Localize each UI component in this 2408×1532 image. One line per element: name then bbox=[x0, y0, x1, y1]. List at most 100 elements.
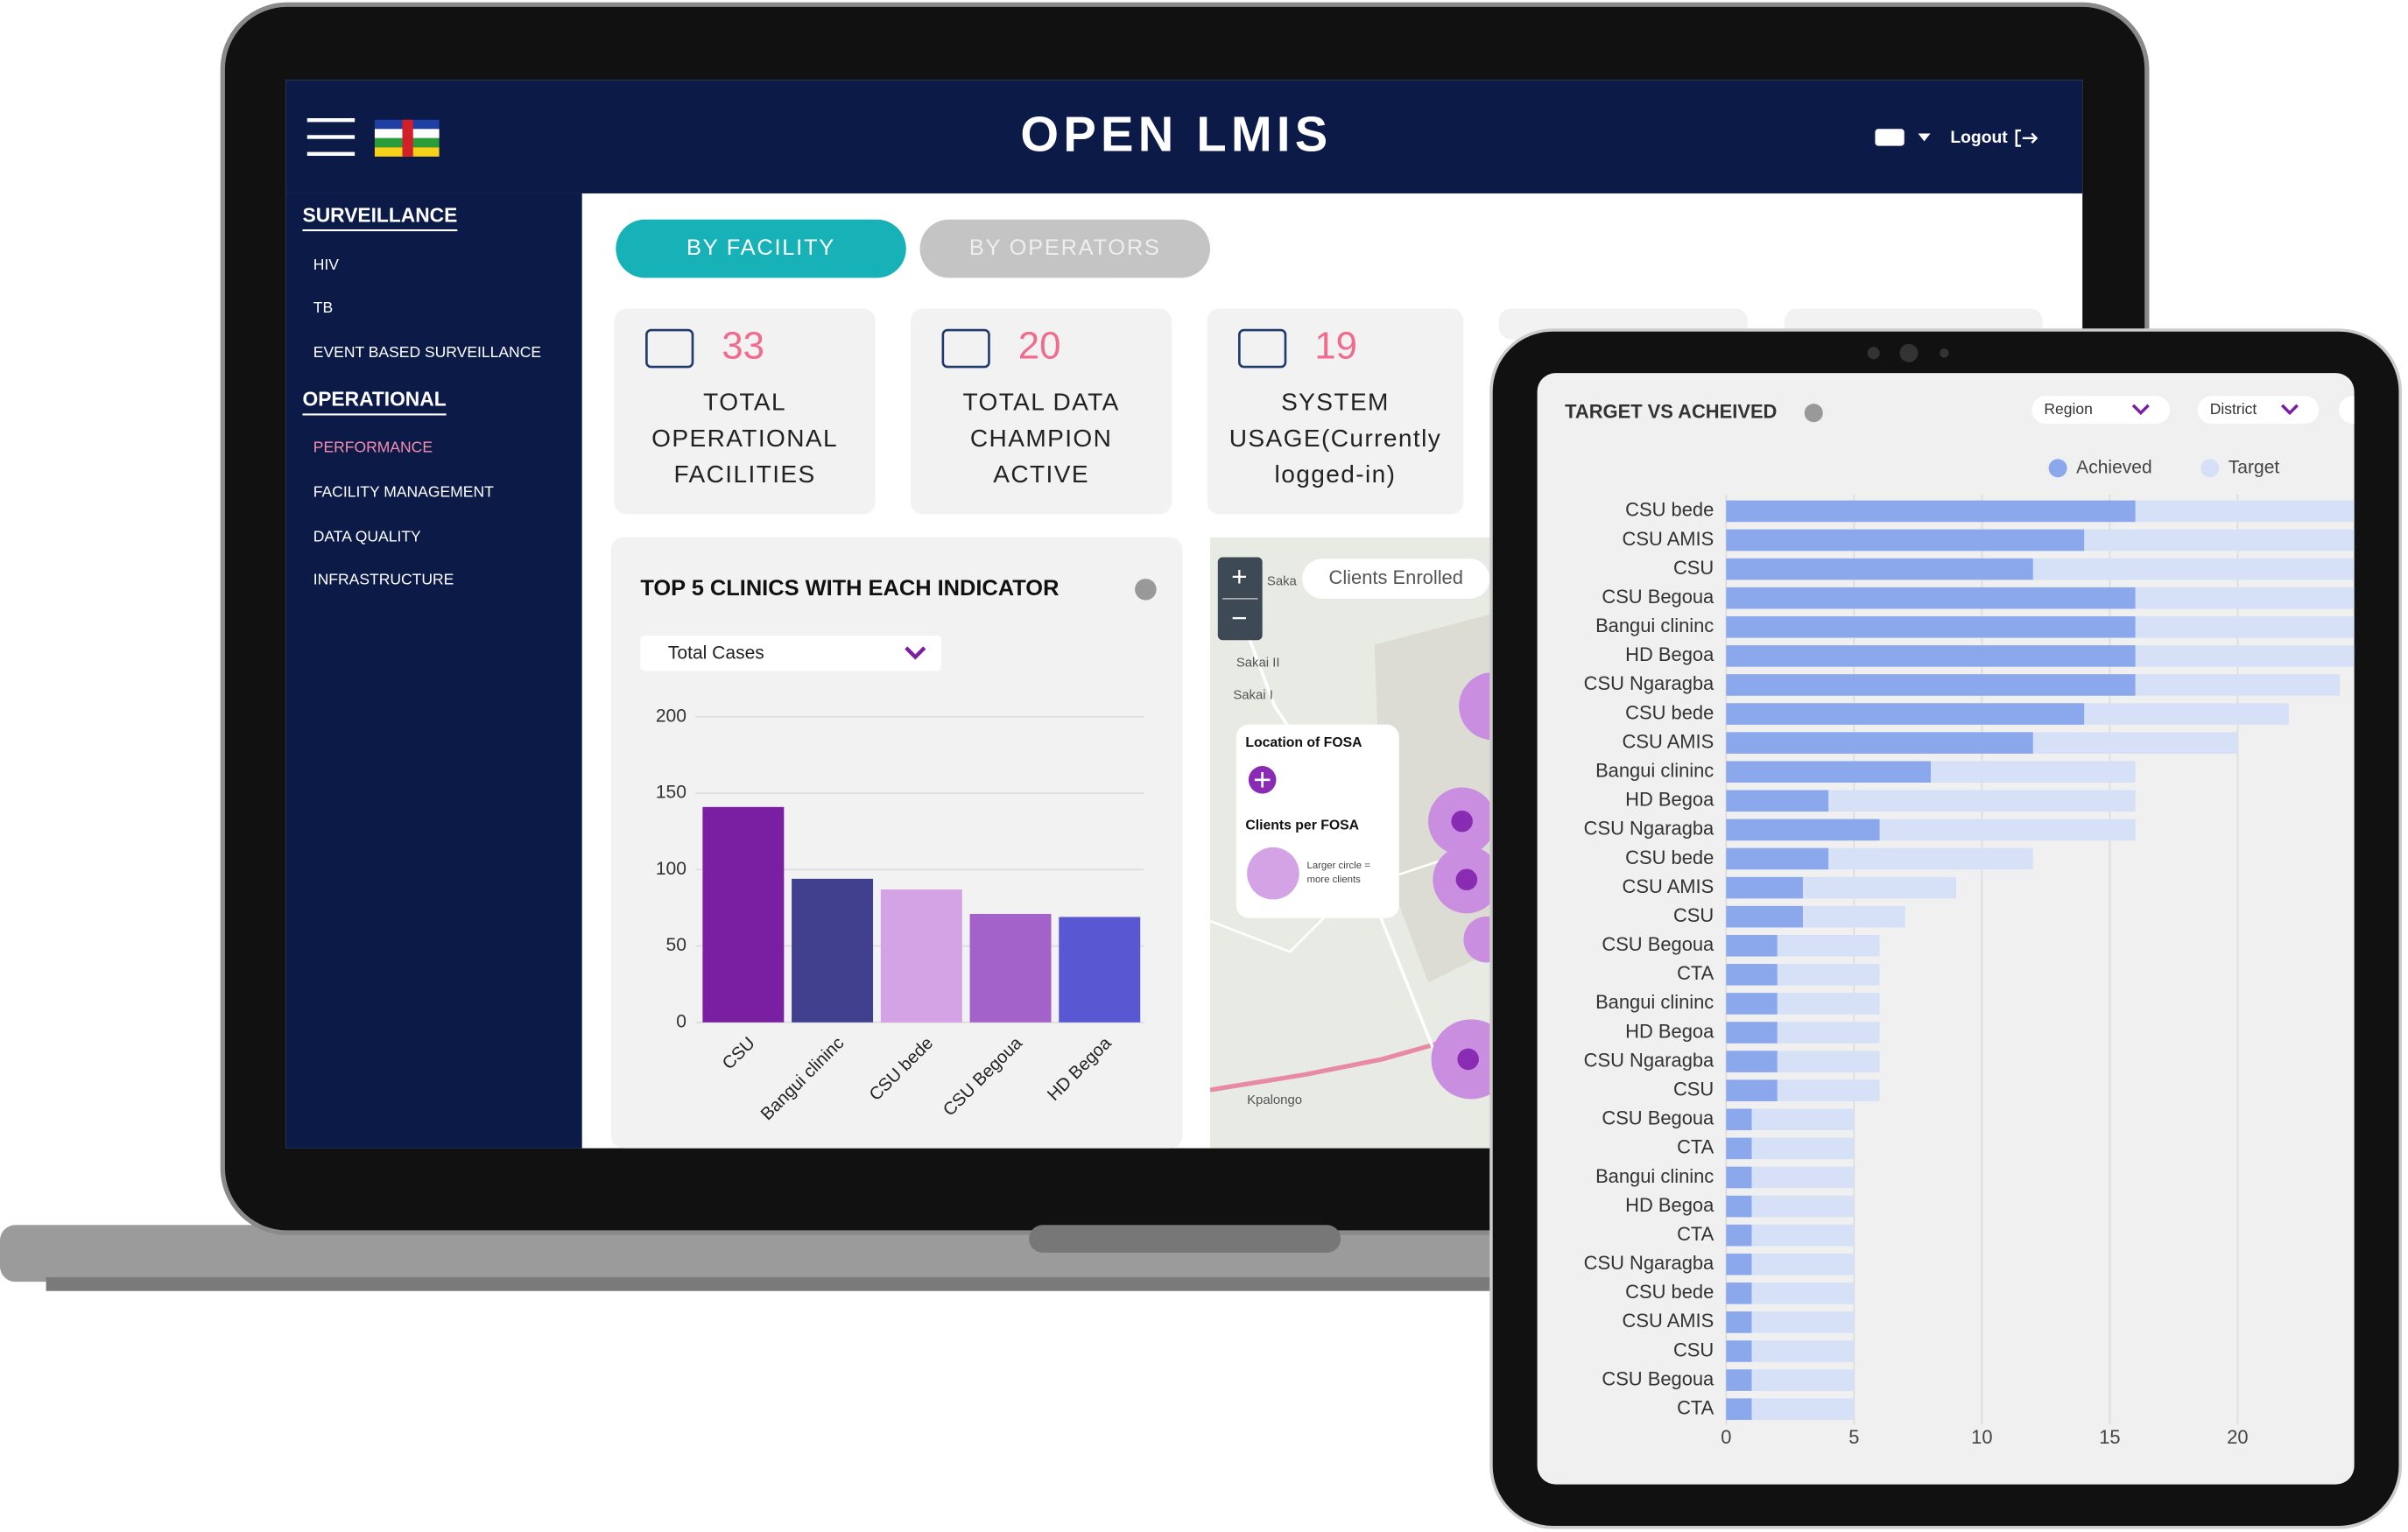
bar[interactable] bbox=[702, 806, 785, 1023]
bar[interactable] bbox=[1726, 1166, 1752, 1189]
y-tick-label: 50 bbox=[666, 935, 686, 955]
stat-label: TOTAL DATA bbox=[962, 389, 1119, 416]
zoom-in[interactable]: + bbox=[1231, 560, 1247, 592]
filter-label[interactable]: District bbox=[2210, 400, 2257, 418]
map-marker[interactable] bbox=[1455, 868, 1478, 891]
stat-label: ACTIVE bbox=[993, 460, 1089, 488]
bar[interactable] bbox=[1726, 1195, 1752, 1218]
dropdown-chevron[interactable] bbox=[905, 646, 926, 660]
y-tick-label: CTA bbox=[1677, 1136, 1714, 1158]
language-icon[interactable] bbox=[1875, 129, 1905, 146]
dropdown-label[interactable]: Total Cases bbox=[668, 643, 764, 664]
filter-dropdown[interactable] bbox=[2031, 396, 2171, 424]
sidebar-item[interactable]: PERFORMANCE bbox=[313, 439, 433, 456]
bar[interactable] bbox=[1726, 558, 2033, 580]
y-tick-label: CSU bbox=[1673, 557, 1714, 579]
bar[interactable] bbox=[880, 889, 962, 1023]
bar[interactable] bbox=[1726, 1051, 1778, 1072]
logout[interactable]: Logout bbox=[1950, 129, 2008, 147]
bar[interactable] bbox=[1726, 1022, 1778, 1044]
zoom-out[interactable]: − bbox=[1231, 602, 1247, 634]
bar[interactable] bbox=[1726, 1137, 1752, 1160]
bar[interactable] bbox=[1726, 819, 1880, 841]
bar[interactable] bbox=[1726, 1224, 1752, 1247]
bar[interactable] bbox=[1726, 905, 1803, 928]
filter-chevron[interactable] bbox=[2280, 404, 2299, 416]
sidebar-item[interactable]: FACILITY MANAGEMENT bbox=[313, 483, 494, 501]
logout-icon[interactable] bbox=[2015, 129, 2038, 147]
bar[interactable] bbox=[1726, 500, 2136, 523]
language-caret[interactable] bbox=[1918, 133, 1931, 142]
legend-size-note: more clients bbox=[1307, 875, 1362, 885]
tablet-content: TARGET VS ACHEIVED Region District Achieved… bbox=[1565, 396, 2385, 1448]
sidebar-item[interactable]: INFRASTRUCTURE bbox=[313, 570, 454, 587]
y-tick-label: CSU bede bbox=[1625, 499, 1714, 521]
tab[interactable] bbox=[616, 219, 906, 278]
bar[interactable] bbox=[1726, 645, 2136, 667]
bar[interactable] bbox=[1726, 615, 2136, 638]
y-tick-label: CSU bbox=[1673, 1078, 1714, 1100]
bar[interactable] bbox=[1726, 964, 1778, 986]
bar[interactable] bbox=[1726, 1079, 1778, 1101]
y-tick-label: CSU Begoua bbox=[1602, 933, 1714, 955]
legend-size-title: Clients per FOSA bbox=[1245, 819, 1359, 833]
sidebar-item[interactable]: DATA QUALITY bbox=[313, 527, 421, 545]
bar[interactable] bbox=[1726, 703, 2085, 725]
sidebar-item[interactable]: HIV bbox=[313, 256, 340, 273]
bar[interactable] bbox=[1726, 1311, 1752, 1333]
bar[interactable] bbox=[1726, 993, 1778, 1015]
tab-label[interactable]: BY OPERATORS bbox=[969, 235, 1161, 260]
bar[interactable] bbox=[1726, 1108, 1752, 1131]
y-tick-label: CSU Ngaragba bbox=[1584, 818, 1714, 840]
sidebar-item[interactable]: TB bbox=[313, 299, 333, 316]
bar[interactable] bbox=[1726, 934, 1778, 957]
sidebar-item[interactable]: EVENT BASED SURVEILLANCE bbox=[313, 343, 541, 361]
y-tick-label: HD Begoa bbox=[1625, 1020, 1714, 1042]
bar[interactable] bbox=[1726, 674, 2136, 696]
bar[interactable] bbox=[1726, 847, 1829, 870]
tab-label[interactable]: BY FACILITY bbox=[686, 235, 835, 260]
stat-label: logged-in) bbox=[1275, 460, 1397, 488]
menu-icon[interactable] bbox=[306, 118, 356, 156]
bar[interactable] bbox=[1726, 732, 2033, 754]
legend-marker-plus bbox=[1254, 772, 1271, 788]
bar[interactable] bbox=[1726, 876, 1803, 899]
bar[interactable] bbox=[969, 913, 1052, 1023]
bar[interactable] bbox=[1726, 1283, 1752, 1304]
y-tick-label: CTA bbox=[1677, 1396, 1714, 1418]
y-tick-label: 0 bbox=[676, 1011, 686, 1031]
map-marker[interactable] bbox=[1451, 810, 1473, 833]
filter-dropdown[interactable] bbox=[2197, 396, 2320, 424]
menu-line bbox=[306, 135, 356, 139]
tab[interactable] bbox=[919, 219, 1211, 278]
info-icon[interactable] bbox=[1135, 579, 1157, 601]
bar[interactable] bbox=[1059, 917, 1141, 1023]
filter-dropdown[interactable] bbox=[2339, 396, 2385, 424]
map-cluster[interactable] bbox=[1459, 672, 1526, 741]
bar[interactable] bbox=[1726, 761, 1931, 783]
stat-label: USAGE(Currently bbox=[1229, 425, 1441, 452]
bar[interactable] bbox=[1726, 1398, 1752, 1420]
bar[interactable] bbox=[1726, 1253, 1752, 1275]
x-tick-label: 0 bbox=[1721, 1426, 1731, 1448]
filter-label[interactable]: Region bbox=[2044, 400, 2093, 418]
filter-chevron[interactable] bbox=[2131, 404, 2150, 416]
info-icon[interactable] bbox=[1804, 404, 1823, 423]
flag bbox=[374, 119, 440, 157]
bar[interactable] bbox=[1726, 529, 2085, 552]
laptop-base-shadow bbox=[46, 1276, 1521, 1291]
map-place: Sakai II bbox=[1236, 656, 1280, 670]
stat-label: TOTAL bbox=[703, 389, 786, 416]
dropdown[interactable] bbox=[640, 635, 942, 671]
bar[interactable] bbox=[1726, 790, 1829, 812]
y-tick-label: CSU bede bbox=[1625, 1281, 1714, 1303]
map-cluster[interactable] bbox=[1463, 916, 1510, 963]
bar[interactable] bbox=[1726, 1369, 1752, 1391]
map-marker[interactable] bbox=[1457, 1048, 1479, 1071]
bar[interactable] bbox=[792, 878, 874, 1023]
bar[interactable] bbox=[1726, 587, 2136, 609]
x-tick-label: 10 bbox=[1971, 1426, 1992, 1448]
stat-card bbox=[1207, 308, 1464, 515]
bar[interactable] bbox=[1726, 1340, 1752, 1362]
